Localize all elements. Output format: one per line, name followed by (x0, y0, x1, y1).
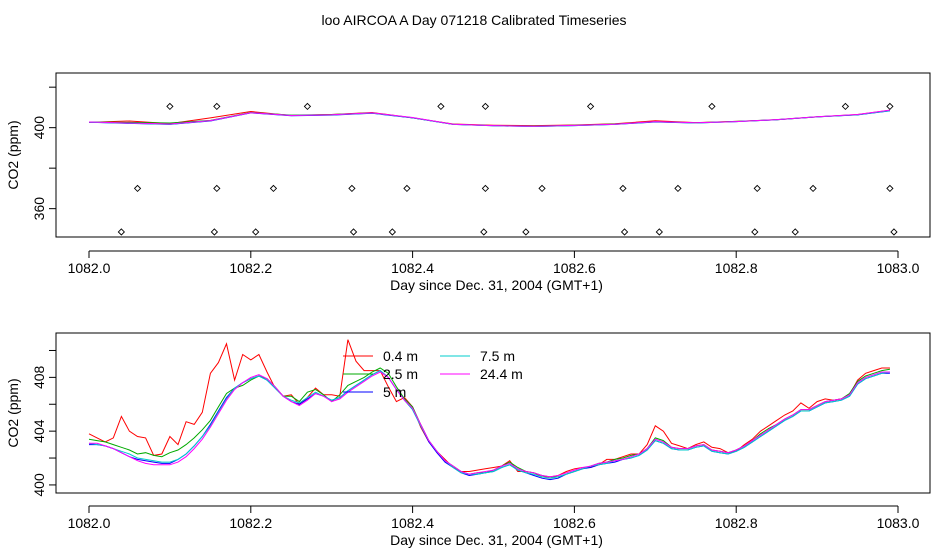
diamond-marker (809, 184, 817, 193)
legend-label: 24.4 m (480, 366, 523, 382)
x-tick-label: 1082.8 (715, 515, 758, 531)
plot-frame (55, 72, 931, 238)
diamond-marker (117, 228, 125, 236)
series-line-4 (88, 110, 890, 128)
legend-label: 0.4 m (383, 348, 418, 364)
diamond-marker (751, 228, 759, 236)
diamond-marker (303, 102, 312, 111)
diamond-marker (269, 184, 278, 193)
x-axis-label: Day since Dec. 31, 2004 (GMT+1) (390, 277, 603, 293)
x-tick-label: 1082.6 (553, 260, 596, 276)
diamond-marker (522, 228, 530, 236)
diamond-marker (538, 184, 546, 193)
y-tick-label: 400 (31, 473, 47, 497)
diamond-marker (753, 184, 761, 193)
legend: 0.4 m 2.5 m 5 m 7.5 m 24.4 m (343, 348, 523, 400)
series-line-5 (88, 109, 890, 127)
diamond-marker (480, 228, 488, 236)
diamond-marker (403, 184, 411, 193)
series-line-3 (88, 110, 890, 128)
diamond-marker (841, 102, 850, 111)
x-tick-label: 1082.0 (68, 260, 111, 276)
diamond-marker (620, 228, 629, 236)
y-tick-label: 400 (31, 116, 47, 140)
legend-label: 2.5 m (383, 366, 418, 382)
x-tick-label: 1082.4 (391, 515, 434, 531)
plot-frame (55, 332, 931, 494)
diamond-marker (388, 228, 397, 236)
diamond-marker (349, 228, 358, 236)
diamond-marker (886, 102, 894, 111)
diamond-marker (252, 228, 260, 236)
legend-label: 5 m (383, 384, 406, 400)
y-tick-label: 404 (31, 419, 47, 443)
diamond-marker (213, 102, 221, 111)
bottom-panel: 1082.0 1082.2 1082.4 1082.6 1082.8 1083.0 Day … (5, 332, 931, 548)
diamond-marker (437, 102, 445, 111)
y-axis-label: CO2 (ppm) (5, 120, 21, 189)
diamond-marker (210, 228, 219, 236)
series-line-5 (89, 371, 890, 478)
diamond-marker (481, 184, 490, 193)
series-line-1 (88, 109, 890, 127)
series-line-2 (88, 367, 890, 478)
diamond-marker (655, 228, 663, 236)
diamond-marker (481, 102, 490, 111)
diamond-marker (213, 184, 221, 193)
x-tick-label: 1082.4 (391, 260, 434, 276)
diamond-marker (708, 102, 716, 111)
diamond-marker (886, 184, 894, 193)
top-panel: 1082.0 1082.2 1082.4 1082.6 1082.8 1083.0 Day … (5, 72, 931, 293)
y-tick-label: 408 (31, 365, 47, 389)
x-tick-label: 1082.6 (553, 515, 596, 531)
x-tick-label: 1082.8 (715, 260, 758, 276)
y-axis-label: CO2 (ppm) (5, 378, 21, 447)
series-line-4 (88, 370, 890, 479)
diamond-marker (133, 184, 142, 193)
y-tick-label: 360 (31, 197, 47, 221)
x-tick-label: 1083.0 (877, 260, 920, 276)
x-tick-label: 1082.2 (229, 260, 272, 276)
series-line-1 (88, 339, 890, 478)
diamond-marker (619, 184, 627, 193)
x-tick-label: 1082.2 (229, 515, 272, 531)
diamond-marker (674, 184, 682, 193)
chart-title: loo AIRCOA A Day 071218 Calibrated Times… (321, 12, 626, 28)
diamond-marker (348, 184, 356, 193)
diamond-marker (791, 228, 799, 236)
diamond-marker (586, 102, 595, 111)
legend-label: 7.5 m (480, 348, 515, 364)
diamond-marker (890, 228, 898, 236)
x-tick-label: 1083.0 (877, 515, 920, 531)
diamond-marker (166, 102, 174, 111)
x-axis-label: Day since Dec. 31, 2004 (GMT+1) (390, 532, 603, 548)
x-tick-label: 1082.0 (68, 515, 111, 531)
